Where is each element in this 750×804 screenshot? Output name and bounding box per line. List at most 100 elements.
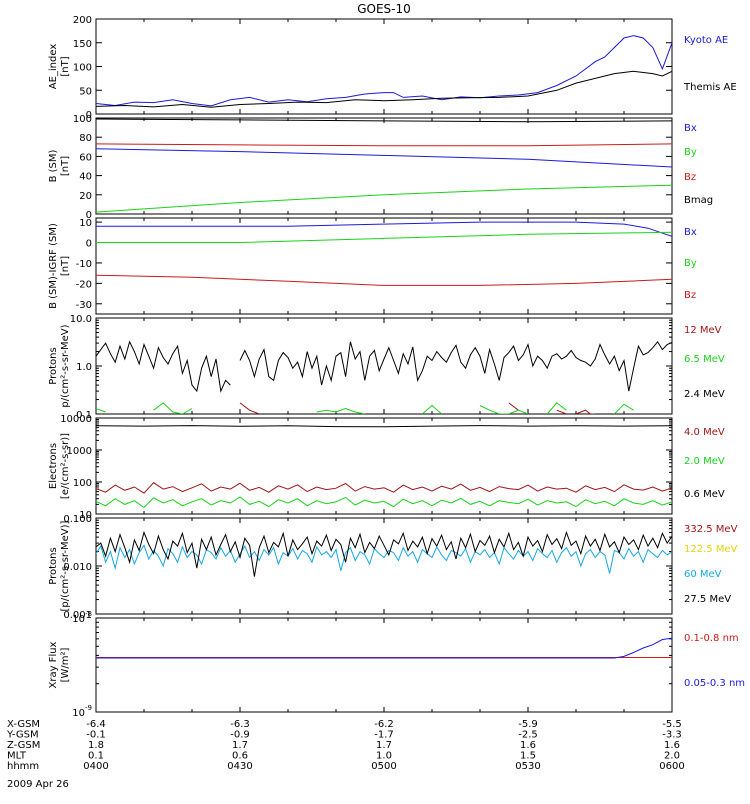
y-tick-label: 80 xyxy=(79,133,92,144)
legend-entry: 0.6 MeV xyxy=(684,489,725,500)
position-value: -0.1 xyxy=(86,730,106,741)
y-tick-exponent: -9 xyxy=(85,704,92,712)
legend-entry: Bz xyxy=(684,172,696,183)
y-tick-label: 0.001 xyxy=(63,610,92,621)
position-value: -1.7 xyxy=(374,730,394,741)
position-value: -6.4 xyxy=(86,719,106,730)
y-axis-unit: p/(cm²-s-sr-MeV) xyxy=(60,324,71,407)
panel-1: 0 50 100 150 200 AE_index [nT] Kyoto AE Themis A… xyxy=(48,15,737,121)
position-table: X-GSM -6.4 -6.3 -6.2 -5.9 -5.5 Y-GSM -0.1 -0.9 -1… xyxy=(6,719,685,772)
position-value: 0.1 xyxy=(88,751,104,762)
panel-frame xyxy=(95,18,673,115)
y-tick-label: 1000 xyxy=(67,446,92,457)
legend-entry: 0.1-0.8 nm xyxy=(684,633,739,644)
y-tick-label: 10 xyxy=(79,218,92,229)
position-value: 1.8 xyxy=(88,740,104,751)
series-line-2-4-mev xyxy=(96,340,672,393)
legend-entry: 2.4 MeV xyxy=(684,389,725,400)
y-axis-unit: [nT] xyxy=(60,56,71,76)
y-tick-label: 10000 xyxy=(60,414,92,425)
y-tick-label: 100 xyxy=(73,63,92,74)
panel-3: -30 -20 -10 0 10 B (SM)-IGRF (SM) [nT] Bx By Bz xyxy=(48,217,697,315)
series-line-27-5-mev xyxy=(96,530,672,577)
series-line-6-5-mev xyxy=(96,402,634,414)
series-line-0-05-0-3-nm xyxy=(96,637,672,659)
position-value: 2.0 xyxy=(664,751,680,762)
series-line-bz xyxy=(96,274,672,286)
y-tick-label: 0 xyxy=(86,210,92,221)
y-tick-label: 200 xyxy=(73,15,92,26)
position-value: 0.6 xyxy=(232,751,248,762)
position-row-label: hhmm xyxy=(7,761,39,772)
panel-5: 10 100 1000 10000 Electrons [e/(cm²-s-sr)] 4.0… xyxy=(48,414,725,521)
y-tick-label: 10 xyxy=(79,510,92,521)
y-tick-label: 1.0 xyxy=(76,362,92,373)
position-value: 1.6 xyxy=(520,740,536,751)
legend-entry: By xyxy=(684,258,697,269)
y-axis-unit: [e/(cm²-s-sr)] xyxy=(60,433,71,499)
position-value: -6.2 xyxy=(374,719,394,730)
y-tick-exponent: -8 xyxy=(85,610,92,618)
series-line-0-6-mev xyxy=(96,425,672,428)
series-line-themis-ae xyxy=(96,70,672,108)
series-line-kyoto-ae xyxy=(96,35,672,107)
series-line-bx xyxy=(96,221,672,237)
y-tick-label: 10.0 xyxy=(70,314,92,325)
series-line-by xyxy=(96,184,672,213)
y-axis-label: Electrons xyxy=(48,443,59,489)
position-value: -3.3 xyxy=(662,730,682,741)
legend-entry: 6.5 MeV xyxy=(684,354,725,365)
y-tick-label: 100 xyxy=(73,114,92,125)
series-line-bx xyxy=(96,148,672,168)
panel-2: 0 20 40 60 80 100 B (SM) [nT] Bx By Bz Bmag xyxy=(48,114,713,221)
position-row-label: X-GSM xyxy=(7,719,40,730)
y-axis-unit: [nT] xyxy=(60,256,71,276)
y-axis-label: Protons xyxy=(48,347,59,384)
series-line-by xyxy=(96,231,672,243)
position-value: 1.5 xyxy=(520,751,536,762)
legend-entry: By xyxy=(684,147,697,158)
legend-entry: Themis AE xyxy=(683,82,737,93)
y-tick-label: 40 xyxy=(79,172,92,183)
y-tick-label: 10-9 xyxy=(72,704,92,719)
panel-frame xyxy=(95,617,673,713)
position-value: -6.3 xyxy=(230,719,250,730)
position-value: -5.9 xyxy=(518,719,538,730)
plot-title: GOES-10 xyxy=(357,2,411,16)
series-line-bmag xyxy=(96,118,672,123)
y-tick-label: 0 xyxy=(86,110,92,121)
panel-frame xyxy=(95,117,673,215)
y-tick-label: 50 xyxy=(79,86,92,97)
position-value: 0400 xyxy=(83,761,108,772)
position-value: 1.7 xyxy=(232,740,248,751)
y-axis-label: B (SM) xyxy=(48,149,59,182)
position-value: 0600 xyxy=(659,761,684,772)
legend-entry: 4.0 MeV xyxy=(684,427,725,438)
position-value: 1.0 xyxy=(376,751,392,762)
y-tick-label: -10 xyxy=(76,259,92,270)
y-tick-label: 100 xyxy=(73,478,92,489)
position-value: 0430 xyxy=(227,761,252,772)
legend-entry: 122.5 MeV xyxy=(684,544,738,555)
y-axis-unit: [p/(cm²-s-sr-MeV)] xyxy=(60,520,71,611)
legend-entry: Bx xyxy=(684,123,697,134)
y-axis-unit: [nT] xyxy=(60,156,71,176)
date-label: 2009 Apr 26 xyxy=(7,779,69,790)
y-tick-label: 0.010 xyxy=(63,562,92,573)
y-tick-label: 20 xyxy=(79,191,92,202)
y-tick-label: 0 xyxy=(86,239,92,250)
y-axis-label: Xray Flux xyxy=(48,641,59,688)
y-tick-label: 60 xyxy=(79,152,92,163)
position-value: -5.5 xyxy=(662,719,682,730)
position-value: 0530 xyxy=(515,761,540,772)
y-tick-label: 150 xyxy=(73,39,92,50)
series-line-60-mev xyxy=(96,544,672,574)
position-row-label: Y-GSM xyxy=(6,730,39,741)
legend-entry: Bz xyxy=(684,290,696,301)
legend-entry: 332.5 MeV xyxy=(684,524,738,535)
y-axis-unit: [W/m²] xyxy=(60,647,71,682)
panel-frame xyxy=(95,317,673,415)
